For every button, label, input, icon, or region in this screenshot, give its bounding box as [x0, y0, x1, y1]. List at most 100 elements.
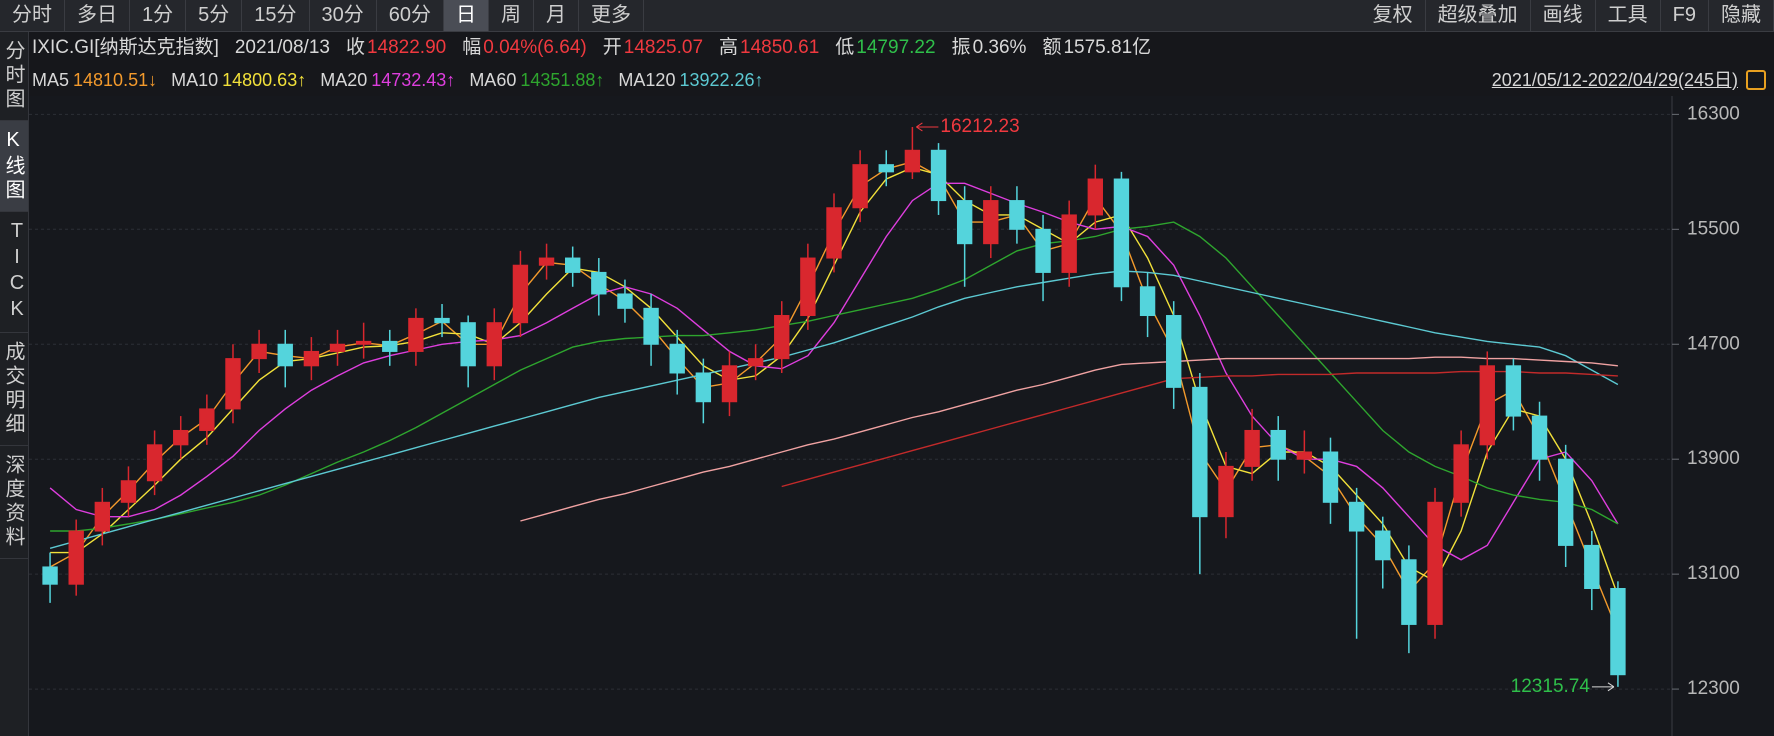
info-value: 14825.07: [623, 37, 704, 58]
ma-line: [49, 270, 1619, 549]
sidebar-tab[interactable]: 深度资料: [0, 446, 28, 559]
y-tick-label: 14700: [1687, 333, 1740, 354]
candle-body: [930, 149, 947, 202]
candle-body: [669, 343, 685, 374]
info-value: 14850.61: [740, 37, 820, 58]
candle-body: [120, 480, 137, 503]
legend-value: 14800.63↑: [222, 70, 307, 90]
candle-body: [1296, 451, 1313, 460]
toolbar-tab[interactable]: 隐藏: [1709, 0, 1774, 31]
toolbar-tab[interactable]: 月: [534, 0, 579, 31]
candle-body: [1427, 501, 1443, 625]
sidebar-tab[interactable]: 成交明细: [0, 333, 28, 446]
toolbar-left: 分时 多日 1分 5分 15分 30分 60分日周月更多: [0, 0, 644, 31]
y-tick-label: 13100: [1687, 563, 1740, 584]
candle-body: [1061, 214, 1077, 273]
legend-item: MA20 14732.43↑: [320, 70, 455, 90]
legend-value: 14732.43↑: [371, 70, 456, 90]
candle-body: [68, 530, 84, 585]
candle-body: [1087, 178, 1103, 216]
candle-body: [1322, 451, 1339, 503]
candle-body: [277, 343, 293, 367]
legend-item: MA10 14800.63↑: [171, 70, 306, 90]
toolbar-tab[interactable]: 多日: [65, 0, 130, 31]
info-label: 额: [1042, 37, 1062, 58]
toolbar-tab[interactable]: 工具: [1596, 0, 1661, 31]
y-tick-label: 16300: [1687, 103, 1740, 124]
candle-body: [983, 200, 999, 245]
toolbar-tab[interactable]: 1分: [130, 0, 187, 31]
candle-body: [1479, 365, 1495, 446]
symbol: IXIC.GI[纳斯达克指数]: [32, 37, 219, 58]
low-label: 12315.74: [1511, 676, 1591, 697]
toolbar-tab[interactable]: 30分: [310, 0, 377, 31]
candle-body: [617, 293, 633, 309]
date-range[interactable]: 2021/05/12-2022/04/29(245日): [1491, 70, 1738, 90]
annotation-arrowhead: [916, 122, 923, 132]
candle-body: [774, 315, 790, 360]
candle-body: [695, 372, 712, 403]
candle-body: [878, 164, 894, 173]
candle-body: [1192, 386, 1208, 518]
sidebar-tab[interactable]: TICK: [0, 212, 28, 333]
toolbar-tab[interactable]: 更多: [579, 0, 644, 31]
candle-body: [800, 257, 816, 317]
toolbar-tab[interactable]: 超级叠加: [1426, 0, 1531, 31]
legend-value: 14351.88↑: [520, 70, 605, 90]
toolbar-tab[interactable]: 5分: [186, 0, 243, 31]
info-label: 振: [951, 37, 971, 58]
legend-value: 13922.26↑: [679, 70, 764, 90]
info-label: 收: [345, 37, 365, 58]
info-value: 0.36%: [972, 37, 1027, 58]
legend-item: MA120 13922.26↑: [618, 70, 763, 90]
candle-body: [1401, 559, 1417, 625]
toolbar: 分时 多日 1分 5分 15分 30分 60分日周月更多 复权 超级叠加 画线 工具 F9 隐藏: [0, 0, 1774, 32]
toolbar-tab[interactable]: 画线: [1531, 0, 1596, 31]
toolbar-tab[interactable]: F9: [1661, 0, 1709, 31]
info-label: 开: [602, 37, 622, 58]
candle-body: [852, 164, 868, 209]
toolbar-tab[interactable]: 复权: [1361, 0, 1426, 31]
lock-icon[interactable]: [1746, 70, 1766, 90]
candle-body: [1009, 200, 1025, 230]
info-row: IXIC.GI[纳斯达克指数] 2021/08/13 收 14822.90 幅 0.04%…: [32, 33, 1157, 63]
toolbar-tab[interactable]: 15分: [242, 0, 310, 31]
candle-body: [1244, 429, 1260, 467]
y-tick-label: 12300: [1687, 678, 1740, 699]
info-label: 幅: [462, 37, 482, 58]
candle-body: [1505, 365, 1522, 417]
toolbar-tab[interactable]: 周: [489, 0, 534, 31]
candle-body: [826, 207, 842, 259]
legend-name: MA10: [171, 70, 219, 90]
info-value: 1575.81亿: [1063, 37, 1152, 58]
ma-line: [520, 356, 1618, 522]
chart: 12300 13100 13900 14700 15500 16300 16212.23 12…: [29, 96, 1774, 736]
candle-body: [1348, 501, 1365, 532]
candle-body: [382, 340, 398, 352]
date: 2021/08/13: [234, 37, 330, 58]
sidebar-tab[interactable]: 分时图: [0, 32, 28, 121]
ma-line: [50, 221, 1619, 532]
candle-body: [591, 271, 607, 295]
sidebar-tab[interactable]: K线图: [0, 121, 28, 212]
ma-line: [49, 182, 1619, 561]
legend-name: MA60: [469, 70, 517, 90]
legend-item: MA60 14351.88↑: [469, 70, 604, 90]
high-label: 16212.23: [940, 116, 1019, 137]
candle-body: [747, 358, 764, 367]
candle-body: [565, 257, 581, 273]
candle-body: [408, 317, 424, 352]
candle-body: [329, 343, 346, 352]
candle-body: [1453, 444, 1469, 503]
candle-body: [1557, 458, 1574, 546]
toolbar-tab[interactable]: 60分: [377, 0, 444, 31]
toolbar-tab[interactable]: 日: [444, 0, 489, 31]
candle-body: [251, 343, 267, 360]
info-label: 低: [835, 37, 855, 58]
legend-name: MA120: [618, 70, 676, 90]
toolbar-tab[interactable]: 分时: [0, 0, 65, 31]
candle-body: [42, 566, 58, 585]
candle-body: [956, 200, 973, 245]
info-label: 高: [719, 37, 739, 58]
candle-body: [512, 264, 529, 324]
